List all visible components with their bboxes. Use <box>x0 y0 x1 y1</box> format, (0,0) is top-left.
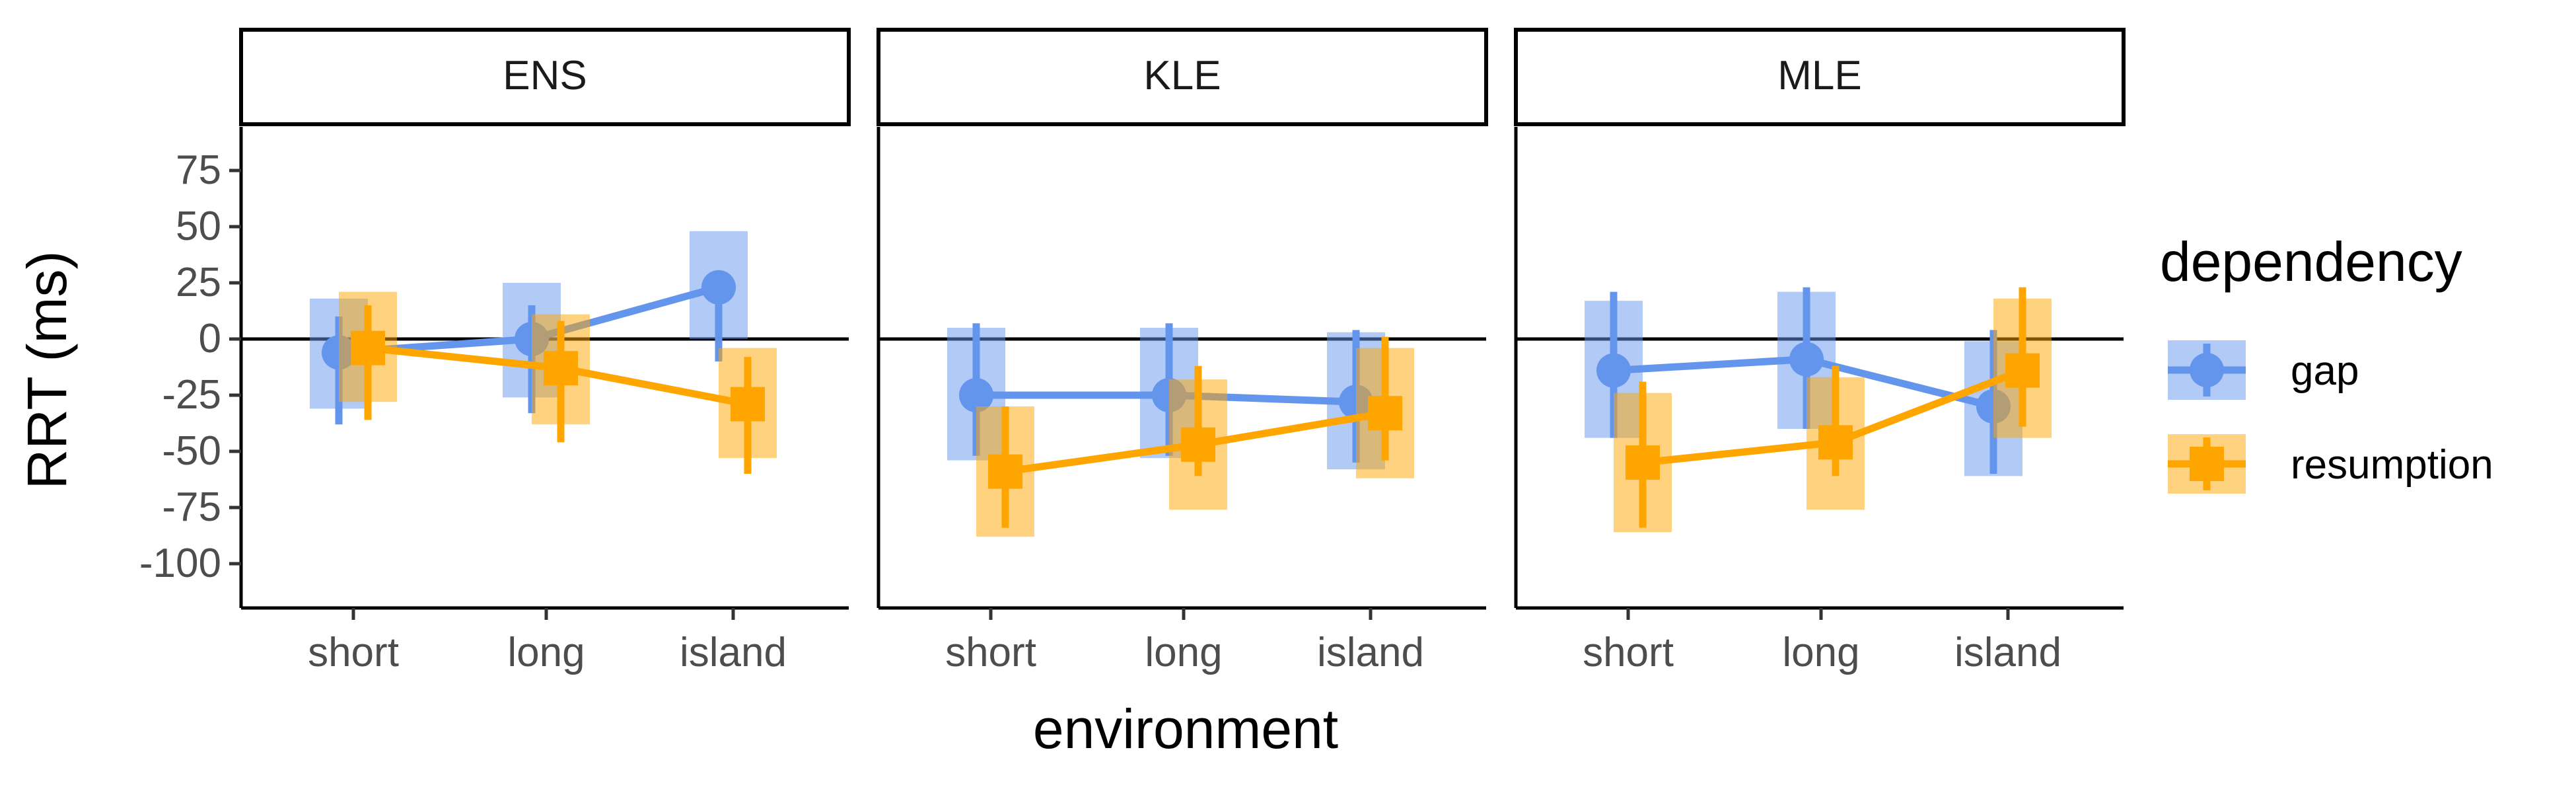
data-point <box>1789 342 1824 377</box>
y-tick-label: -100 <box>139 541 221 586</box>
y-tick-label: -75 <box>162 484 221 530</box>
legend-label: resumption <box>2291 442 2493 488</box>
legend: dependency gap resumption <box>2160 231 2493 494</box>
legend-label: gap <box>2291 348 2359 394</box>
panel-kle: KLE short long island <box>877 28 1488 675</box>
data-point <box>959 378 993 412</box>
legend-title: dependency <box>2160 231 2462 293</box>
x-tick-label: long <box>1782 630 1859 675</box>
data-point <box>731 387 765 422</box>
y-tick-label: 25 <box>176 260 221 305</box>
y-tick-label: -50 <box>162 428 221 474</box>
x-axis-label: environment <box>1033 698 1338 760</box>
data-point <box>1368 396 1402 431</box>
data-point <box>2005 353 2040 388</box>
panel-mle: MLE short long island <box>1514 28 2126 675</box>
facet-title: KLE <box>1143 53 1221 98</box>
series-resumption <box>1614 287 2052 533</box>
panel-ens: ENS short long island <box>239 28 851 675</box>
y-tick-label: 50 <box>176 204 221 249</box>
legend-key-marker <box>2190 447 2224 481</box>
series-resumption <box>976 336 1414 537</box>
axes-layer: RRT (ms) environment 75 50 25 0 -25 -50 -75 -10… <box>16 147 1338 760</box>
y-axis-label: RRT (ms) <box>16 251 78 490</box>
x-tick-label: short <box>945 630 1036 675</box>
data-point <box>1596 353 1631 388</box>
x-tick-label: island <box>1954 630 2061 675</box>
series-resumption <box>339 291 777 474</box>
panels-layer: ENS short long island KLE short long island MLE s… <box>239 28 2126 675</box>
legend-entry-resumption: resumption <box>2168 434 2493 494</box>
facet-strip <box>877 28 1488 126</box>
data-point <box>1626 445 1660 480</box>
x-tick-label: long <box>1145 630 1222 675</box>
data-point <box>1818 425 1853 460</box>
x-tick-label: island <box>680 630 787 675</box>
x-tick-label: short <box>1583 630 1674 675</box>
legend-key-marker <box>2190 353 2224 387</box>
x-tick-label: short <box>308 630 399 675</box>
data-point <box>988 454 1022 489</box>
data-point <box>1181 427 1215 462</box>
facet-strip <box>239 28 851 126</box>
data-point <box>351 330 385 365</box>
data-point <box>701 270 736 305</box>
y-tick-label: -25 <box>162 372 221 418</box>
facet-title: ENS <box>503 53 587 98</box>
legend-entry-gap: gap <box>2168 340 2359 400</box>
facet-title: MLE <box>1777 53 1861 98</box>
facet-strip <box>1514 28 2126 126</box>
y-tick-label: 75 <box>176 147 221 193</box>
data-point <box>544 351 578 386</box>
y-tick-label: 0 <box>199 316 221 361</box>
x-tick-label: long <box>507 630 585 675</box>
x-tick-label: island <box>1317 630 1424 675</box>
